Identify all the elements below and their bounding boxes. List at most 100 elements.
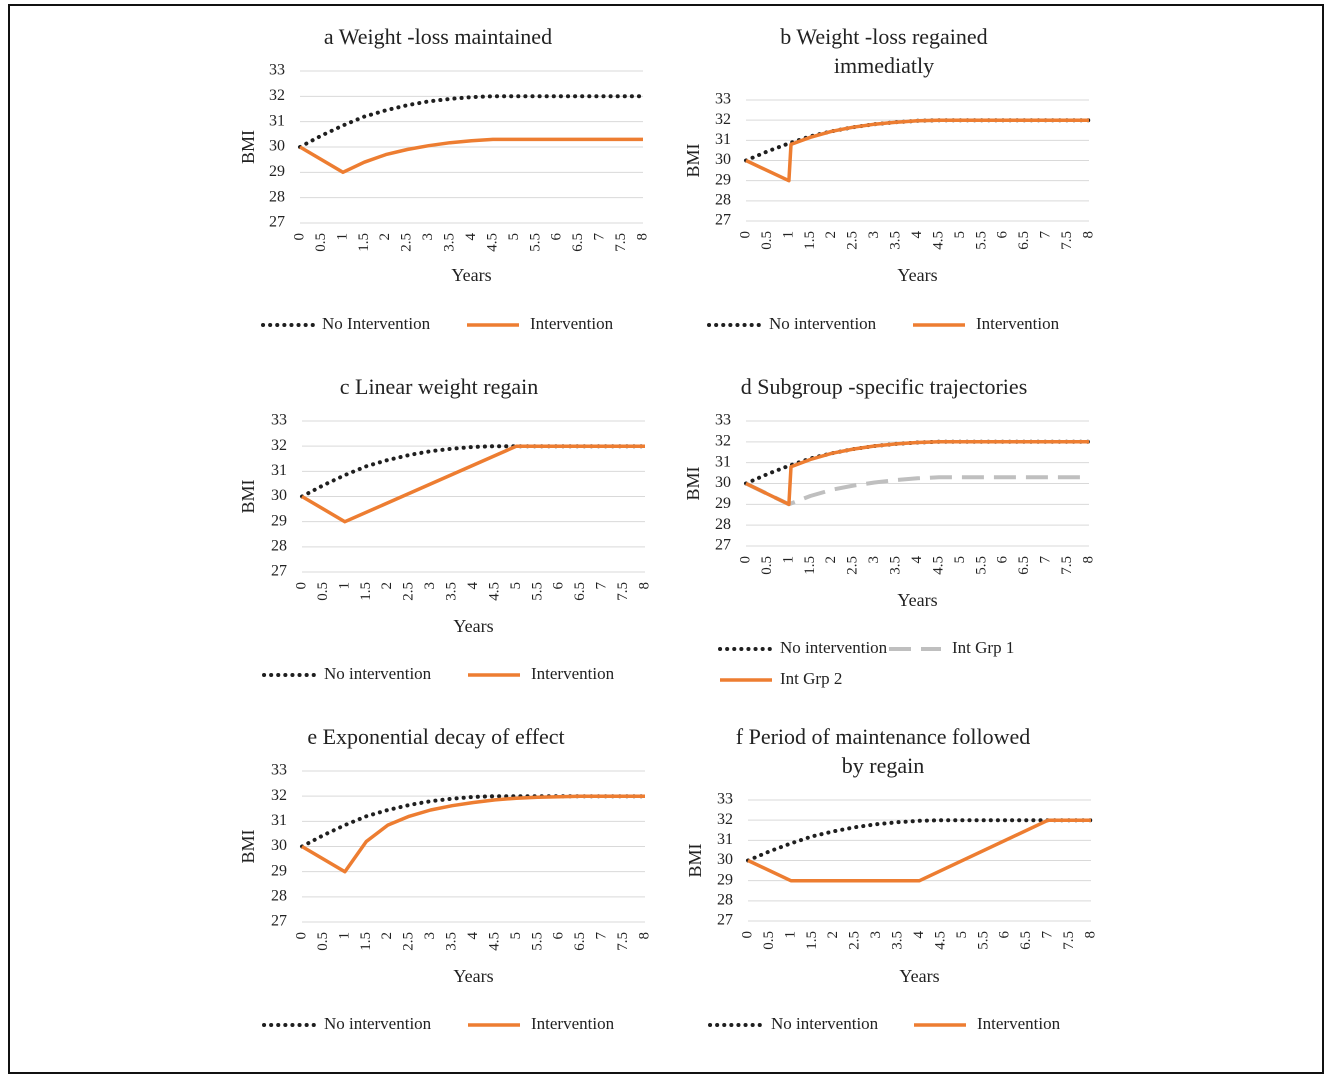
legend-label: No intervention <box>780 638 888 657</box>
y-tick-label: 30 <box>269 138 285 155</box>
x-tick-label: 8 <box>1082 931 1098 939</box>
x-tick-label: 5 <box>506 233 522 241</box>
x-tick-label: 2.5 <box>401 932 417 951</box>
y-tick-label: 29 <box>717 871 733 888</box>
chart-title: immediatly <box>834 53 934 78</box>
y-tick-label: 32 <box>715 433 731 450</box>
y-tick-label: 31 <box>271 462 287 479</box>
legend-label: Intervention <box>530 314 614 333</box>
x-axis-label: Years <box>453 966 493 986</box>
legend-label: Intervention <box>531 664 615 683</box>
legend-label: Intervention <box>976 314 1060 333</box>
y-axis-label: BMI <box>238 479 258 513</box>
x-tick-label: 4 <box>463 233 479 241</box>
legend-label: No Intervention <box>322 314 431 333</box>
y-tick-label: 29 <box>715 495 731 512</box>
x-tick-label: 2 <box>825 931 841 939</box>
x-tick-label: 3.5 <box>888 556 904 575</box>
y-axis-label: BMI <box>238 829 258 863</box>
chart-title: d Subgroup -specific trajectories <box>741 374 1028 399</box>
x-tick-label: 0.5 <box>759 556 775 575</box>
y-tick-label: 27 <box>269 214 285 231</box>
x-tick-label: 5.5 <box>529 582 545 601</box>
x-tick-label: 7 <box>1038 231 1054 239</box>
chart-title: b Weight -loss regained <box>780 24 987 49</box>
x-tick-label: 2.5 <box>399 233 415 252</box>
y-tick-label: 31 <box>717 831 733 848</box>
y-axis-label: BMI <box>685 843 705 877</box>
y-tick-label: 28 <box>715 516 731 533</box>
y-tick-label: 29 <box>271 512 287 529</box>
x-tick-label: 6.5 <box>1016 231 1032 250</box>
x-tick-label: 4.5 <box>930 231 946 250</box>
y-tick-label: 33 <box>271 412 287 429</box>
y-tick-label: 29 <box>269 163 285 180</box>
x-axis-label: Years <box>899 966 939 986</box>
x-tick-label: 2 <box>379 582 395 590</box>
series-line-no-intervention <box>298 94 645 149</box>
x-tick-label: 7 <box>592 233 608 241</box>
y-tick-label: 27 <box>715 212 731 229</box>
x-tick-label: 7.5 <box>615 932 631 951</box>
x-tick-label: 0.5 <box>313 233 329 252</box>
y-tick-label: 30 <box>717 851 733 868</box>
x-tick-label: 5.5 <box>529 932 545 951</box>
x-tick-label: 3 <box>866 231 882 239</box>
x-tick-label: 2 <box>377 233 393 241</box>
x-tick-label: 2.5 <box>845 231 861 250</box>
x-axis-label: Years <box>897 265 937 285</box>
x-tick-label: 1.5 <box>802 556 818 575</box>
y-axis-label: BMI <box>238 130 258 164</box>
x-tick-label: 6 <box>551 582 567 590</box>
x-tick-label: 6.5 <box>572 582 588 601</box>
series-line-int-grp-1 <box>745 475 1089 507</box>
x-tick-label: 5.5 <box>527 233 543 252</box>
y-tick-label: 32 <box>271 437 287 454</box>
y-tick-label: 31 <box>269 112 285 129</box>
y-tick-label: 31 <box>271 812 287 829</box>
x-tick-label: 4.5 <box>486 932 502 951</box>
x-tick-label: 7.5 <box>1059 556 1075 575</box>
x-tick-label: 4 <box>465 932 481 940</box>
x-tick-label: 6 <box>997 931 1013 939</box>
x-tick-label: 5.5 <box>973 556 989 575</box>
x-tick-label: 5 <box>508 582 524 590</box>
x-tick-label: 6.5 <box>570 233 586 252</box>
chart-title: f Period of maintenance followed <box>736 724 1030 749</box>
x-tick-label: 3.5 <box>444 582 460 601</box>
series-line-no-intervention <box>300 444 647 499</box>
legend-label: Intervention <box>977 1014 1061 1033</box>
chart-title: e Exponential decay of effect <box>307 724 564 749</box>
y-tick-label: 28 <box>271 538 287 555</box>
x-tick-label: 6.5 <box>572 932 588 951</box>
x-tick-label: 1.5 <box>358 582 374 601</box>
y-tick-label: 27 <box>717 912 733 929</box>
x-tick-label: 1 <box>780 231 796 239</box>
y-tick-label: 30 <box>271 837 287 854</box>
x-tick-label: 5 <box>954 931 970 939</box>
x-tick-label: 8 <box>1080 231 1096 239</box>
legend-label: No intervention <box>771 1014 879 1033</box>
x-tick-label: 0.5 <box>315 582 331 601</box>
chart-panel-f: f Period of maintenance followed by regai… <box>685 724 1098 1033</box>
chart-panel-a: a Weight -loss maintained272829303132330… <box>238 24 650 333</box>
chart-panel-b: b Weight -loss regainedimmediatly2728293… <box>683 24 1096 333</box>
x-tick-label: 7.5 <box>613 233 629 252</box>
y-tick-label: 33 <box>269 62 285 79</box>
x-tick-label: 1 <box>782 931 798 939</box>
x-tick-label: 3.5 <box>442 233 458 252</box>
y-tick-label: 32 <box>715 111 731 128</box>
x-tick-label: 4 <box>465 582 481 590</box>
y-tick-label: 27 <box>271 563 287 580</box>
x-tick-label: 6 <box>549 233 565 241</box>
x-tick-label: 4 <box>911 931 927 939</box>
x-tick-label: 7.5 <box>1059 231 1075 250</box>
x-tick-label: 5.5 <box>975 931 991 950</box>
x-tick-label: 7.5 <box>1061 931 1077 950</box>
y-tick-label: 32 <box>271 787 287 804</box>
x-tick-label: 7 <box>1038 556 1054 564</box>
x-tick-label: 0.5 <box>761 931 777 950</box>
x-tick-label: 1 <box>336 932 352 940</box>
